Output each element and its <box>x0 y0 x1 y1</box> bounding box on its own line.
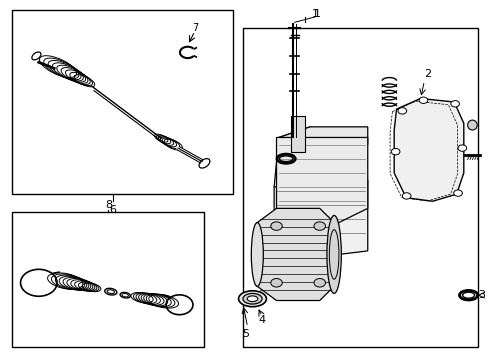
Bar <box>12 10 233 194</box>
Circle shape <box>313 222 325 230</box>
Text: 7: 7 <box>191 23 198 33</box>
Ellipse shape <box>326 215 341 293</box>
Bar <box>243 28 477 347</box>
Ellipse shape <box>247 296 257 302</box>
Ellipse shape <box>467 120 476 130</box>
Circle shape <box>457 145 466 151</box>
Polygon shape <box>393 99 463 201</box>
Circle shape <box>397 108 406 114</box>
Polygon shape <box>274 180 367 258</box>
Ellipse shape <box>243 293 262 304</box>
Polygon shape <box>276 138 367 222</box>
Circle shape <box>402 193 410 199</box>
Circle shape <box>313 279 325 287</box>
Polygon shape <box>257 208 333 301</box>
Text: 3: 3 <box>477 290 484 300</box>
Text: 4: 4 <box>258 315 265 325</box>
Text: 8: 8 <box>104 200 112 210</box>
Ellipse shape <box>251 222 263 286</box>
Circle shape <box>270 279 282 287</box>
Circle shape <box>390 148 399 155</box>
Circle shape <box>270 222 282 230</box>
Bar <box>12 212 204 347</box>
Ellipse shape <box>238 291 266 307</box>
Polygon shape <box>278 127 367 152</box>
Text: 1: 1 <box>313 9 320 19</box>
Polygon shape <box>274 127 309 187</box>
Text: 6: 6 <box>109 205 117 215</box>
Polygon shape <box>290 116 305 152</box>
Circle shape <box>450 100 459 107</box>
Text: 1: 1 <box>311 9 318 19</box>
Circle shape <box>453 190 462 196</box>
Text: 5: 5 <box>241 329 248 339</box>
Text: 2: 2 <box>424 69 430 79</box>
Circle shape <box>418 97 427 103</box>
